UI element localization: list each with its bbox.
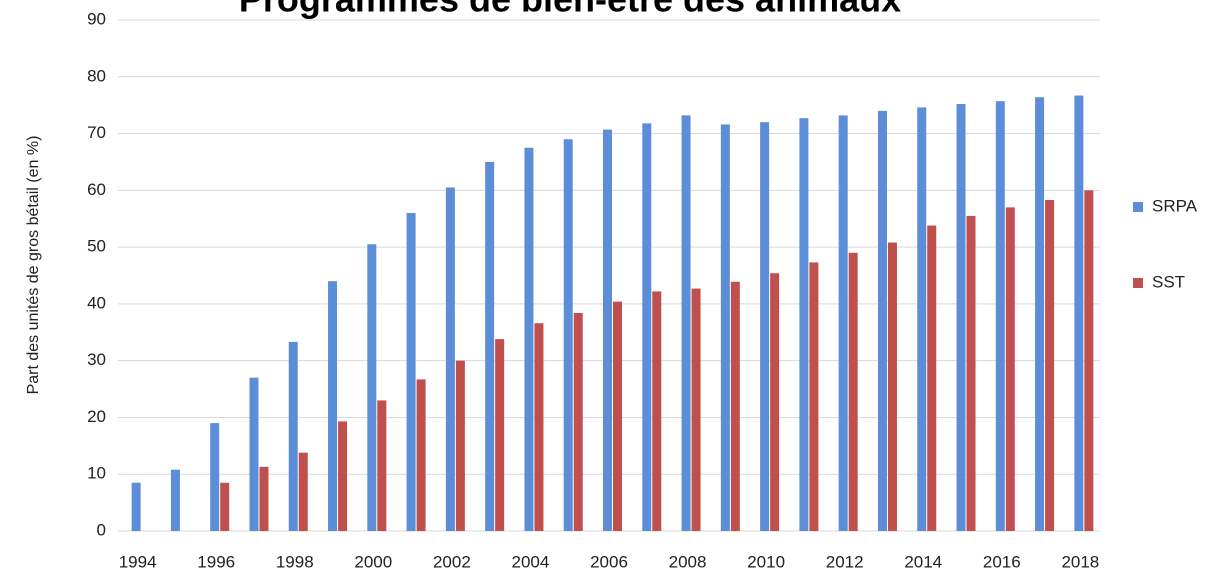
x-tick-label: 2010	[747, 552, 785, 571]
bar	[652, 291, 662, 531]
bar	[1045, 199, 1055, 532]
chart-title: Programmes de bien-être des animaux	[239, 0, 901, 20]
bar	[338, 421, 348, 531]
x-tick-label: 2004	[512, 552, 550, 571]
bar	[966, 215, 976, 531]
bar	[288, 341, 298, 531]
bar	[406, 213, 416, 532]
bar	[1074, 95, 1084, 532]
x-tick-label: 2016	[983, 552, 1021, 571]
x-tick-label: 2002	[433, 552, 471, 571]
y-tick-label: 70	[87, 123, 106, 142]
y-tick-label: 50	[87, 237, 106, 256]
bar	[642, 123, 652, 531]
x-tick-label: 2014	[904, 552, 942, 571]
y-tick-label: 20	[87, 407, 106, 426]
bar	[495, 339, 505, 531]
bar	[838, 115, 848, 532]
bar	[534, 323, 544, 531]
bar	[956, 104, 966, 531]
y-tick-label: 60	[87, 180, 106, 199]
y-tick-label: 90	[87, 9, 106, 28]
bar	[328, 281, 338, 531]
x-tick-label: 2000	[354, 552, 392, 571]
bar	[524, 147, 534, 531]
bar	[210, 423, 220, 531]
bar	[720, 124, 730, 532]
legend-swatch	[1133, 202, 1143, 212]
x-tick-label: 2008	[669, 552, 707, 571]
bar	[298, 452, 308, 531]
x-tick-label: 2018	[1061, 552, 1099, 571]
bar	[799, 118, 809, 531]
bar	[603, 129, 612, 531]
bar	[455, 360, 465, 531]
x-tick-label: 2006	[590, 552, 628, 571]
bar	[770, 273, 780, 531]
x-tick-label: 1996	[197, 552, 235, 571]
bar	[367, 244, 377, 531]
y-tick-label: 10	[87, 464, 106, 483]
bar	[131, 482, 141, 531]
bar	[485, 161, 495, 531]
bar	[917, 107, 927, 531]
bar	[1005, 207, 1015, 531]
bar	[563, 139, 573, 531]
bar	[220, 482, 230, 531]
y-tick-label: 30	[87, 350, 106, 369]
y-axis-label: Part des unités de gros bétail (en %)	[25, 136, 42, 395]
bar	[760, 122, 770, 531]
bar	[170, 469, 180, 531]
bar	[573, 312, 583, 531]
bar	[848, 252, 858, 532]
bar	[681, 115, 691, 532]
bar	[927, 225, 937, 531]
bar	[613, 301, 622, 531]
bar	[995, 101, 1005, 531]
bar	[445, 187, 455, 531]
x-tick-label: 1998	[276, 552, 314, 571]
x-tick-label: 2012	[826, 552, 864, 571]
bar	[259, 466, 269, 531]
legend-label: SST	[1152, 272, 1185, 291]
bar	[730, 281, 740, 531]
legend-swatch	[1133, 278, 1143, 288]
x-tick-label: 1994	[119, 552, 157, 571]
bar	[1035, 97, 1045, 532]
bar	[377, 400, 387, 531]
legend-label: SRPA	[1152, 196, 1198, 215]
bar	[249, 377, 259, 531]
bar	[1084, 190, 1094, 532]
bar	[809, 262, 819, 531]
bar	[691, 288, 701, 531]
bar	[416, 379, 426, 531]
bar	[887, 242, 897, 531]
y-tick-label: 80	[87, 66, 106, 85]
bar	[877, 110, 887, 531]
y-tick-label: 0	[97, 520, 106, 539]
y-tick-label: 40	[87, 293, 106, 312]
